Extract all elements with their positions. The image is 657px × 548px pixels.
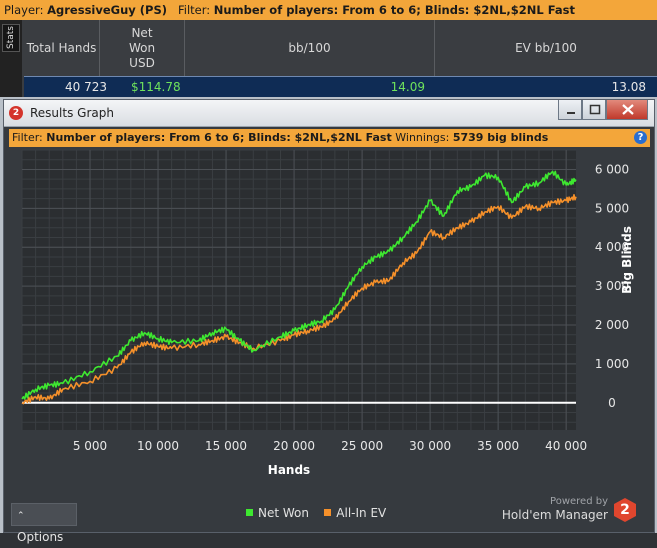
chevron-up-icon: ⌃ (17, 511, 25, 521)
stats-tab-label[interactable]: Stats (2, 24, 20, 52)
legend-item-all-in-ev[interactable]: All-In EV (324, 506, 386, 520)
results-chart: 5 000 10 000 15 000 20 000 25 000 30 000 35 00… (21, 149, 634, 477)
y-tick-label: 3 000 (595, 279, 629, 293)
chart-legend: Net Won All-In EV (246, 506, 386, 520)
x-tick-label: 40 000 (545, 439, 587, 453)
series-net-won-line (21, 170, 577, 400)
graph-filter-value: Number of players: From 6 to 6; Blinds: … (46, 131, 392, 144)
x-tick-label: 20 000 (273, 439, 315, 453)
col-header-ev-bb100[interactable]: EV bb/100 (515, 40, 577, 55)
minimize-icon[interactable] (558, 100, 582, 120)
cell-bb100: 14.09 (390, 80, 425, 94)
legend-label-net-won: Net Won (258, 506, 309, 520)
y-tick-label: 6 000 (595, 162, 629, 176)
graph-filter-label: Filter: (12, 131, 43, 144)
powered-by-label: Powered by (550, 496, 608, 507)
x-tick-label: 30 000 (409, 439, 451, 453)
x-tick-label: 35 000 (477, 439, 519, 453)
window-title: Results Graph (30, 106, 114, 120)
results-graph-window: 2 Results Graph Filter: Number of player… (3, 99, 655, 544)
player-filter-bar: Player: AgressiveGuy (PS) Filter: Number… (0, 0, 657, 20)
plot-area (22, 150, 576, 430)
filter-label: Filter: (177, 3, 211, 17)
legend-item-net-won[interactable]: Net Won (246, 506, 313, 520)
cell-ev-bb100: 13.08 (611, 80, 646, 94)
graph-filter-bar: Filter: Number of players: From 6 to 6; … (9, 129, 650, 147)
cell-net-won: $114.78 (131, 80, 181, 94)
col-header-net-won[interactable]: Net Won USD (100, 20, 185, 76)
window-titlebar[interactable]: 2 Results Graph (4, 100, 654, 127)
legend-label-all-in-ev: All-In EV (336, 506, 387, 520)
x-tick-label: 25 000 (341, 439, 383, 453)
app-logo-icon: 2 (9, 106, 23, 120)
winnings-label: Winnings: (395, 131, 450, 144)
close-icon[interactable] (606, 100, 648, 120)
col-header-bb100[interactable]: bb/100 (185, 20, 435, 76)
options-label: Options (17, 530, 64, 544)
brand-logo-icon: 2 (614, 498, 636, 522)
y-axis-label: Big Blinds (620, 226, 634, 294)
filter-value: Number of players: From 6 to 6; Blinds: … (213, 3, 575, 17)
stats-grid: Stats Total Hands Net Won USD bb/100 EV … (0, 20, 657, 97)
brand-name: Hold'em Manager (501, 508, 608, 522)
table-row[interactable]: 40 723 $114.78 14.09 13.08 (24, 76, 657, 97)
help-icon[interactable]: ? (634, 131, 647, 144)
winnings-value: 5739 big blinds (452, 131, 549, 144)
y-tick-label: 0 (608, 396, 616, 410)
legend-swatch-net-won (246, 509, 253, 516)
brand-block: Powered by Hold'em Manager 2 (502, 496, 636, 526)
x-tick-label: 15 000 (205, 439, 247, 453)
cell-total-hands: 40 723 (65, 80, 107, 94)
player-name: AgressiveGuy (PS) (47, 3, 168, 17)
y-tick-label: 1 000 (595, 357, 629, 371)
x-tick-label: 5 000 (73, 439, 107, 453)
y-tick-label: 2 000 (595, 318, 629, 332)
y-tick-label: 5 000 (595, 201, 629, 215)
x-axis-label: Hands (268, 463, 310, 477)
legend-swatch-all-in-ev (324, 509, 332, 516)
series-all-in-ev-line (21, 194, 577, 405)
col-header-total-hands[interactable]: Total Hands (24, 20, 100, 76)
x-tick-label: 10 000 (137, 439, 179, 453)
maximize-icon[interactable] (582, 100, 606, 120)
stats-side-tab[interactable]: Stats (0, 20, 22, 97)
player-label: Player: (4, 3, 44, 17)
options-button[interactable]: ⌃ Options (11, 503, 77, 544)
y-tick-label: 4 000 (595, 240, 629, 254)
